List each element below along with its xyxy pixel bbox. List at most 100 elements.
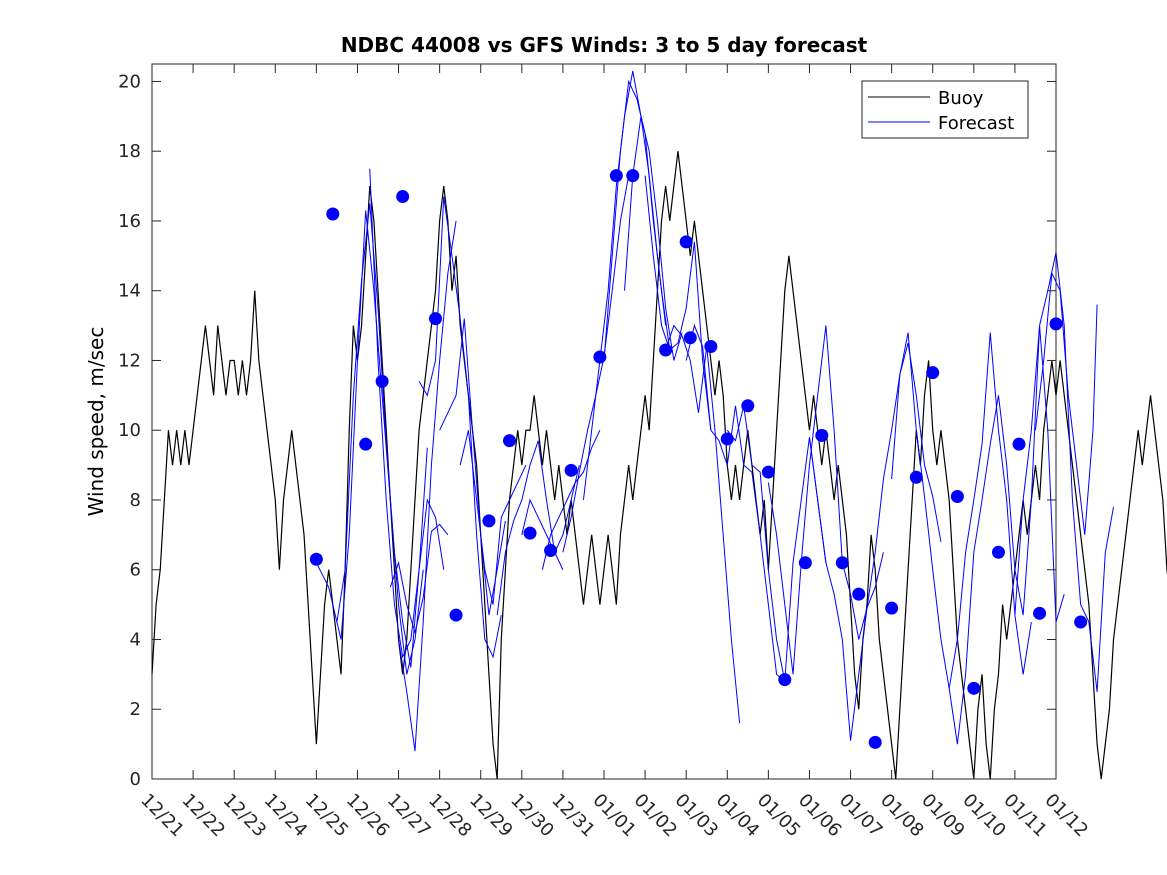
forecast-point-17 — [683, 331, 697, 345]
forecast-line-14 — [624, 116, 683, 361]
y-tick-label: 14 — [118, 281, 141, 302]
y-tick-label: 0 — [130, 769, 141, 790]
forecast-point-12 — [593, 350, 607, 364]
forecast-point-25 — [835, 556, 849, 570]
x-tick-label: 01/06 — [794, 790, 846, 842]
forecast-line-19 — [767, 325, 852, 675]
forecast-point-33 — [991, 545, 1005, 559]
x-tick-label: 12/30 — [506, 790, 558, 842]
forecast-point-8 — [502, 434, 516, 448]
x-tick-label: 12/24 — [260, 790, 312, 842]
forecast-line-9 — [521, 464, 580, 554]
forecast-point-5 — [429, 312, 443, 326]
legend-box — [861, 80, 1029, 139]
forecast-line-16 — [665, 324, 741, 724]
x-tick-label: 01/10 — [958, 790, 1010, 842]
forecast-point-30 — [926, 366, 940, 380]
forecast-line-20 — [808, 437, 884, 741]
forecast-line-17 — [685, 323, 786, 682]
x-tick-label: 01/02 — [630, 790, 682, 842]
x-tick-label: 12/25 — [301, 790, 353, 842]
forecast-line-8 — [496, 440, 564, 616]
forecast-point-0 — [309, 552, 323, 566]
x-tick-label: 12/23 — [219, 790, 271, 842]
forecast-point-4 — [396, 190, 410, 204]
x-tick-label: 01/09 — [917, 790, 969, 842]
forecast-point-20 — [741, 399, 755, 413]
forecast-point-23 — [798, 556, 812, 570]
forecast-point-31 — [950, 489, 964, 503]
x-tick-label: 12/22 — [178, 790, 230, 842]
plot-area — [151, 63, 1167, 780]
forecast-series — [315, 70, 1115, 752]
forecast-line-24 — [973, 325, 1065, 623]
y-tick-label: 10 — [118, 420, 141, 441]
forecast-point-2 — [359, 437, 373, 451]
x-tick-label: 01/01 — [588, 790, 640, 842]
x-tick-label: 01/11 — [999, 790, 1051, 842]
x-tick-label: 12/31 — [547, 790, 599, 842]
forecast-point-6 — [449, 608, 463, 622]
forecast-point-34 — [1012, 437, 1026, 451]
forecast-point-14 — [626, 169, 640, 183]
forecast-point-13 — [609, 169, 623, 183]
forecast-line-26 — [1034, 271, 1098, 535]
forecast-point-7 — [482, 514, 496, 528]
forecast-line-22 — [891, 332, 975, 745]
y-axis: 0 2 4 6 8 10 12 14 16 18 20 — [118, 71, 1056, 790]
x-tick-label: 12/26 — [342, 790, 394, 842]
forecast-line-13 — [603, 79, 671, 361]
y-tick-label: 18 — [118, 141, 141, 162]
forecast-point-10 — [544, 544, 558, 558]
forecast-point-15 — [659, 343, 673, 357]
forecast-point-19 — [720, 432, 734, 446]
forecast-point-35 — [1033, 606, 1047, 620]
forecast-line-5 — [418, 196, 502, 659]
x-tick-label: 01/04 — [712, 790, 764, 842]
forecast-line-0 — [315, 210, 424, 675]
forecast-line-4 — [398, 220, 457, 752]
legend-label-buoy: Buoy — [938, 88, 984, 109]
forecast-point-1 — [326, 207, 340, 221]
forecast-line-21 — [850, 342, 942, 640]
forecast-point-28 — [885, 601, 899, 615]
forecast-point-9 — [523, 526, 537, 540]
axes-box — [151, 63, 1057, 780]
forecast-point-36 — [1049, 317, 1063, 331]
buoy-series — [151, 151, 1167, 780]
forecast-line-15 — [644, 175, 712, 431]
forecast-line-2 — [369, 168, 445, 659]
forecast-line-7 — [459, 430, 527, 605]
forecast-line-25 — [1014, 252, 1115, 692]
forecast-point-markers — [309, 169, 1088, 749]
forecast-point-26 — [852, 587, 866, 601]
x-tick-label: 12/21 — [136, 790, 188, 842]
forecast-point-37 — [1074, 615, 1088, 629]
forecast-point-18 — [704, 340, 718, 354]
x-tick-label: 12/29 — [465, 790, 517, 842]
x-tick-label: 01/12 — [1040, 790, 1092, 842]
y-tick-label: 2 — [130, 699, 141, 720]
buoy-line — [151, 151, 1167, 780]
y-tick-label: 4 — [130, 629, 141, 650]
legend-label-forecast: Forecast — [938, 113, 1014, 134]
forecast-point-24 — [815, 428, 829, 442]
forecast-point-32 — [967, 681, 981, 695]
legend: Buoy Forecast — [861, 80, 1029, 139]
x-tick-label: 01/08 — [876, 790, 928, 842]
forecast-point-16 — [679, 235, 693, 249]
forecast-point-11 — [564, 463, 578, 477]
x-tick-label: 12/28 — [424, 790, 476, 842]
y-tick-label: 20 — [118, 71, 141, 92]
forecast-line-23 — [948, 332, 1032, 689]
forecast-point-29 — [909, 470, 923, 484]
forecast-line-10 — [541, 430, 601, 570]
y-tick-label: 16 — [118, 211, 141, 232]
forecast-point-21 — [761, 465, 775, 479]
x-tick-label: 01/07 — [835, 790, 887, 842]
forecast-point-22 — [778, 673, 792, 687]
x-tick-label: 01/05 — [753, 790, 805, 842]
forecast-point-3 — [375, 374, 389, 388]
chart-title: NDBC 44008 vs GFS Winds: 3 to 5 day fore… — [341, 33, 868, 57]
